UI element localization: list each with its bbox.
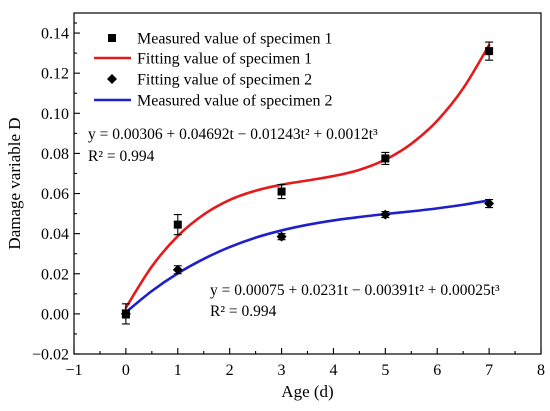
r-squared-label: R² = 0.994 bbox=[210, 303, 277, 320]
y-tick-label: 0.14 bbox=[41, 26, 69, 43]
data-point-square bbox=[381, 154, 390, 163]
y-tick-label: 0.12 bbox=[41, 66, 69, 83]
x-tick-label: 7 bbox=[485, 362, 493, 379]
fitting-value-of-specimen-1-curve bbox=[124, 43, 491, 309]
y-tick-label: 0.06 bbox=[41, 186, 69, 203]
legend-label: Fitting value of specimen 2 bbox=[137, 72, 312, 89]
y-tick-label: 0.10 bbox=[41, 106, 69, 123]
y-axis: −0.02 0.00 0.02 0.04 0.06 0.08 0.10 0.12 0.14 bbox=[32, 22, 80, 364]
r-squared-label: R² = 0.994 bbox=[88, 148, 155, 165]
x-tick-label: 2 bbox=[226, 362, 234, 379]
legend-label: Measured value of specimen 2 bbox=[137, 93, 332, 110]
x-tick-label: 3 bbox=[278, 362, 286, 379]
fitting-value-of-specimen-2-points bbox=[120, 198, 495, 319]
data-point-diamond bbox=[380, 209, 391, 220]
x-tick-label: −1 bbox=[65, 362, 82, 379]
legend-square-marker bbox=[108, 34, 116, 42]
x-axis: −1 0 1 2 3 4 5 6 7 8 bbox=[65, 348, 545, 379]
legend-label: Fitting value of specimen 1 bbox=[137, 51, 312, 68]
y-tick-label: 0.04 bbox=[41, 226, 69, 243]
data-point-square bbox=[485, 47, 494, 56]
legend-item: Measured value of specimen 1 bbox=[108, 31, 332, 48]
x-tick-label: 5 bbox=[381, 362, 389, 379]
y-tick-label: 0.00 bbox=[41, 306, 69, 323]
x-axis-title: Age (d) bbox=[281, 382, 333, 401]
data-point-diamond bbox=[276, 231, 287, 242]
y-axis-title: Damage variable D bbox=[5, 117, 24, 249]
data-point-diamond bbox=[484, 198, 495, 209]
legend-label: Measured value of specimen 1 bbox=[137, 31, 332, 48]
x-tick-label: 1 bbox=[174, 362, 182, 379]
x-tick-label: 6 bbox=[433, 362, 441, 379]
x-tick-label: 8 bbox=[537, 362, 545, 379]
legend-item: Fitting value of specimen 1 bbox=[94, 51, 312, 68]
y-tick-label: −0.02 bbox=[32, 347, 69, 364]
legend-item: Measured value of specimen 2 bbox=[94, 93, 332, 110]
data-point-diamond bbox=[172, 264, 183, 275]
legend-diamond-marker bbox=[107, 74, 117, 84]
legend-item: Fitting value of specimen 2 bbox=[107, 72, 312, 89]
fit-equation: y = 0.00075 + 0.0231t − 0.00391t² + 0.00… bbox=[210, 282, 500, 299]
plot-area bbox=[120, 41, 495, 325]
x-tick-label: 4 bbox=[329, 362, 337, 379]
fit-equation: y = 0.00306 + 0.04692t − 0.01243t² + 0.0… bbox=[88, 126, 378, 143]
y-tick-label: 0.08 bbox=[41, 146, 69, 163]
y-tick-label: 0.02 bbox=[41, 266, 69, 283]
measured-value-of-specimen-1-points bbox=[121, 41, 494, 325]
x-tick-label: 0 bbox=[122, 362, 130, 379]
data-point-square bbox=[173, 220, 182, 229]
data-point-diamond bbox=[120, 308, 131, 319]
measured-value-of-specimen-2-curve bbox=[124, 199, 491, 314]
data-point-square bbox=[277, 187, 286, 196]
legend: Measured value of specimen 1 Fitting val… bbox=[94, 31, 332, 110]
